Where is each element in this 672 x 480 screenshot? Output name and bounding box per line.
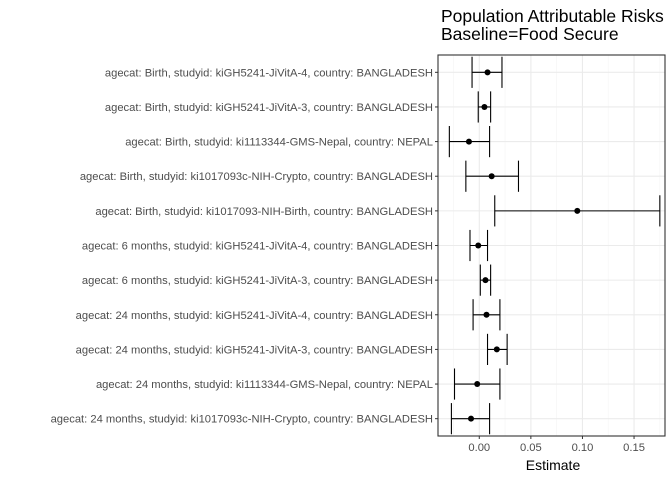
category-label: agecat: 24 months, studyid: ki1113344-GM… (96, 379, 433, 391)
estimate-point (474, 381, 481, 388)
estimate-row (472, 299, 501, 331)
estimate-row (453, 368, 501, 400)
category-label: agecat: Birth, studyid: ki1017093-NIH-Bi… (95, 206, 433, 218)
x-axis-title: Estimate (526, 457, 581, 473)
estimate-point (468, 415, 475, 422)
estimate-row (471, 56, 503, 88)
x-axis: 0.00 0.05 0.10 0.15 (468, 436, 645, 454)
x-tick-label: 0.00 (468, 442, 490, 454)
chart-title: Population Attributable Risks Baseline=F… (441, 6, 664, 44)
estimate-point (484, 69, 491, 76)
estimate-point (482, 277, 489, 284)
category-label: agecat: 6 months, studyid: kiGH5241-JiVi… (82, 241, 433, 253)
chart-title-line-1: Population Attributable Risks (441, 6, 664, 26)
estimate-point (475, 242, 482, 249)
x-tick-label: 0.05 (520, 442, 542, 454)
estimate-row (494, 195, 661, 227)
estimate-row (450, 403, 491, 435)
estimate-point (481, 103, 488, 110)
category-label: agecat: Birth, studyid: ki1017093c-NIH-C… (80, 171, 433, 183)
estimate-point (574, 207, 581, 214)
x-tick-label: 0.10 (572, 442, 594, 454)
category-label: agecat: Birth, studyid: ki1113344-GMS-Ne… (125, 137, 433, 149)
estimate-marks (448, 56, 661, 435)
estimate-row (477, 91, 492, 123)
estimate-row (465, 160, 520, 192)
category-labels: agecat: Birth, studyid: kiGH5241-JiVitA-… (51, 67, 438, 426)
estimate-row (469, 229, 489, 262)
x-tick-label: 0.15 (623, 442, 645, 454)
category-label: agecat: 24 months, studyid: ki1017093c-N… (51, 414, 433, 426)
category-label: agecat: Birth, studyid: kiGH5241-JiVitA-… (105, 102, 433, 114)
estimate-point (493, 346, 500, 353)
category-label: agecat: Birth, studyid: kiGH5241-JiVitA-… (105, 67, 433, 79)
estimate-row (486, 333, 508, 365)
category-label: agecat: 6 months, studyid: kiGH5241-JiVi… (82, 275, 433, 287)
estimate-row (448, 126, 491, 158)
panel-border (437, 54, 666, 437)
estimate-point (465, 138, 472, 145)
estimate-point (488, 173, 495, 180)
estimate-point (483, 311, 490, 318)
estimate-row (479, 264, 492, 296)
chart-title-line-2: Baseline=Food Secure (441, 24, 619, 44)
category-label: agecat: 24 months, studyid: kiGH5241-JiV… (76, 310, 433, 322)
category-label: agecat: 24 months, studyid: kiGH5241-JiV… (76, 344, 433, 356)
